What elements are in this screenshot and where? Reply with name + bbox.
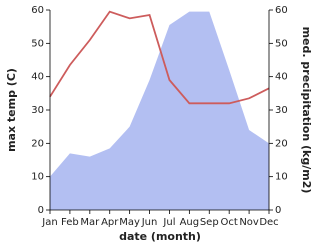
y2-tick-label: 10	[275, 172, 288, 183]
temperature-line	[49, 10, 270, 105]
y2-tick-label: 60	[275, 5, 288, 16]
y2-tick-label: 30	[275, 105, 288, 116]
y-tick-label: 0	[38, 205, 44, 216]
x-tick-label: Sep	[200, 217, 219, 228]
x-tick-label: Nov	[239, 217, 259, 228]
precipitation-area	[50, 11, 269, 210]
x-tick-label: Dec	[259, 217, 278, 228]
x-tick-label: Jan	[41, 217, 57, 228]
x-tick-label: Jul	[162, 217, 175, 228]
y2-tick-label: 20	[275, 138, 288, 149]
x-tick-label: Mar	[80, 217, 100, 228]
x-tick-label: Apr	[101, 217, 119, 228]
y-axis-label: max temp (C)	[5, 68, 18, 152]
y2-axis-label: med. precipitation (kg/m2)	[300, 27, 313, 194]
y-tick-label: 50	[31, 38, 44, 49]
x-tick-label: Aug	[180, 217, 200, 228]
y2-tick-label: 40	[275, 72, 288, 83]
y2-tick-label: 0	[275, 205, 281, 216]
y2-tick-label: 50	[275, 38, 288, 49]
y-tick-label: 20	[31, 138, 44, 149]
y-tick-label: 30	[31, 105, 44, 116]
y-tick-label: 60	[31, 5, 44, 16]
y-tick-label: 40	[31, 72, 44, 83]
x-tick-label: Jun	[141, 217, 158, 228]
y-tick-label: 10	[31, 172, 44, 183]
x-tick-label: Oct	[221, 217, 238, 228]
x-tick-label: Feb	[61, 217, 79, 228]
x-tick-label: May	[119, 217, 140, 228]
x-axis-label: date (month)	[119, 230, 201, 243]
